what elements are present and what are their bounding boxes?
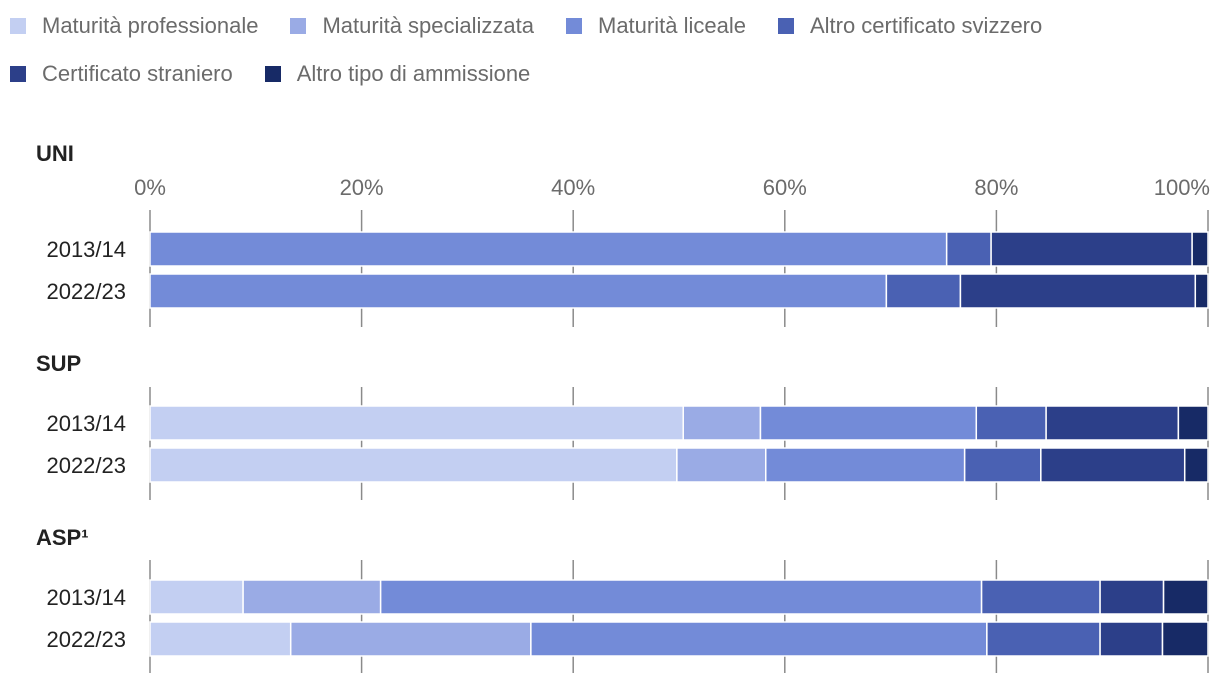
legend-label: Maturità liceale — [598, 13, 746, 38]
bar-segment — [963, 447, 1042, 483]
legend-item-altro-tipo-di-ammissione[interactable]: Altro tipo di ammissione — [264, 61, 531, 87]
bar-segment — [759, 405, 978, 441]
legend-label: Altro tipo di ammissione — [296, 61, 531, 86]
x-tick-label: 100% — [1154, 175, 1210, 200]
legend-swatch — [777, 18, 794, 34]
bar-segment — [149, 231, 948, 267]
bar-segment — [959, 273, 1197, 309]
bar-segment — [1162, 579, 1209, 615]
category-label: 2013/14 — [46, 411, 126, 436]
bar-segment — [990, 231, 1193, 267]
bar-segment — [975, 405, 1047, 441]
legend-label: Maturità professionale — [42, 13, 259, 38]
legend-item-altro-certificato-svizzero[interactable]: Altro certificato svizzero — [777, 13, 1043, 39]
bar-segment — [149, 579, 244, 615]
x-tick-label: 60% — [763, 175, 807, 200]
x-tick-label: 20% — [340, 175, 384, 200]
bar-segment — [379, 579, 983, 615]
bar-segment — [1099, 621, 1164, 657]
bar-segment — [1191, 231, 1209, 267]
bar-segment — [1045, 405, 1180, 441]
panel-title: SUP — [36, 351, 81, 376]
category-label: 2013/14 — [46, 237, 126, 262]
legend-item-maturita-professionale[interactable]: Maturità professionale — [10, 13, 258, 39]
panel-title: ASP¹ — [36, 525, 89, 550]
category-label: 2022/23 — [46, 453, 126, 478]
legend-row-2: Certificato straniero Altro tipo di ammi… — [10, 56, 1210, 92]
bar-segment — [1099, 579, 1165, 615]
legend: Maturità professionale Maturità speciali… — [10, 8, 1210, 104]
x-tick-label: 0% — [134, 175, 166, 200]
bar-segment — [530, 621, 988, 657]
bar-segment — [676, 447, 767, 483]
legend-label: Maturità specializzata — [322, 13, 534, 38]
legend-label: Certificato straniero — [42, 61, 233, 86]
legend-swatch — [290, 18, 307, 34]
legend-swatch — [10, 66, 26, 82]
legend-swatch — [566, 18, 582, 34]
bar-segment — [980, 579, 1101, 615]
bar-segment — [1194, 273, 1209, 309]
bar-segment — [1040, 447, 1186, 483]
bar-segment — [1177, 405, 1209, 441]
x-tick-label: 80% — [974, 175, 1018, 200]
category-label: 2022/23 — [46, 627, 126, 652]
legend-item-maturita-liceale[interactable]: Maturità liceale — [566, 13, 746, 39]
bar-segment — [149, 447, 678, 483]
category-label: 2022/23 — [46, 279, 126, 304]
legend-label: Altro certificato svizzero — [809, 13, 1043, 38]
bar-segment — [1183, 447, 1209, 483]
bar-segment — [765, 447, 966, 483]
legend-item-certificato-straniero[interactable]: Certificato straniero — [10, 61, 233, 87]
legend-row-1: Maturità professionale Maturità speciali… — [10, 8, 1210, 44]
bar-segment — [986, 621, 1101, 657]
bar-segment — [885, 273, 962, 309]
category-label: 2013/14 — [46, 585, 126, 610]
legend-item-maturita-specializzata[interactable]: Maturità specializzata — [290, 13, 534, 39]
bar-segment — [149, 405, 684, 441]
legend-swatch — [10, 18, 26, 34]
legend-swatch — [264, 66, 281, 82]
bar-segment — [149, 273, 888, 309]
bar-segment — [149, 621, 292, 657]
panel-title: UNI — [36, 141, 74, 166]
bar-segment — [945, 231, 992, 267]
bar-segment — [1161, 621, 1209, 657]
bar-segment — [242, 579, 382, 615]
bar-segment — [682, 405, 762, 441]
bar-segment — [289, 621, 532, 657]
x-tick-label: 40% — [551, 175, 595, 200]
